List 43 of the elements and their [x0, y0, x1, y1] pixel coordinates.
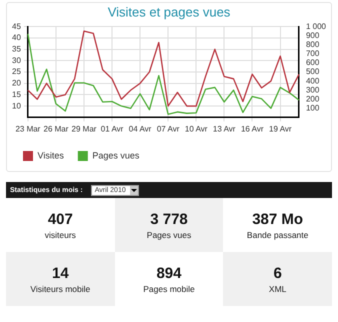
- x-tick-label: 23 Mar: [15, 124, 41, 134]
- text: 407: [48, 210, 73, 228]
- y-tick-label: 45: [12, 22, 22, 31]
- legend-label: Visites: [38, 150, 64, 160]
- y-tick-label: 30: [12, 56, 22, 65]
- x-tick-label: 07 Avr: [156, 124, 180, 134]
- text: 387 Mo: [252, 210, 304, 228]
- y-tick-label: 35: [12, 44, 22, 54]
- y2-tick-label: 100: [306, 104, 320, 113]
- text: 3 778: [150, 210, 188, 228]
- x-tick-label: 16 Avr: [240, 124, 264, 134]
- text: visiteurs: [44, 230, 76, 240]
- x-tick-label: 29 Mar: [72, 124, 97, 134]
- x-tick-label: 10 Avr: [184, 124, 208, 134]
- y2-tick-label: 800: [306, 40, 320, 49]
- y2-tick-label: 400: [306, 76, 320, 86]
- text: Visiteurs mobile: [30, 284, 90, 294]
- text: XML: [268, 284, 286, 294]
- y-tick-label: 25: [12, 67, 22, 76]
- y-tick-label: 40: [12, 33, 22, 42]
- y2-tick-label: 900: [306, 30, 320, 40]
- y2-tick-label: 500: [306, 67, 320, 76]
- text: Bande passante: [246, 230, 308, 240]
- x-tick-label: 04 Avr: [128, 124, 152, 134]
- y2-tick-label: 1 000: [306, 22, 327, 31]
- text: 894: [156, 264, 182, 282]
- text: 6: [273, 264, 282, 282]
- y2-tick-label: 700: [306, 49, 320, 58]
- text: 14: [52, 264, 69, 282]
- x-tick-label: 19 Avr: [269, 124, 292, 134]
- x-tick-label: 26 Mar: [43, 124, 69, 134]
- y-tick-label: 15: [12, 90, 22, 99]
- y2-tick-label: 200: [306, 94, 320, 104]
- y2-tick-label: 600: [306, 58, 320, 68]
- x-tick-label: 13 Avr: [212, 124, 236, 134]
- y-tick-label: 10: [12, 101, 22, 110]
- text: Pages mobile: [143, 284, 195, 294]
- text: Pages vues: [146, 230, 192, 240]
- y-tick-label: 20: [12, 78, 22, 88]
- legend-label: Pages vues: [92, 150, 140, 160]
- y2-tick-label: 300: [306, 85, 320, 94]
- x-tick-label: 01 Avr: [100, 124, 124, 134]
- chart-title: Visites et pages vues: [108, 4, 231, 20]
